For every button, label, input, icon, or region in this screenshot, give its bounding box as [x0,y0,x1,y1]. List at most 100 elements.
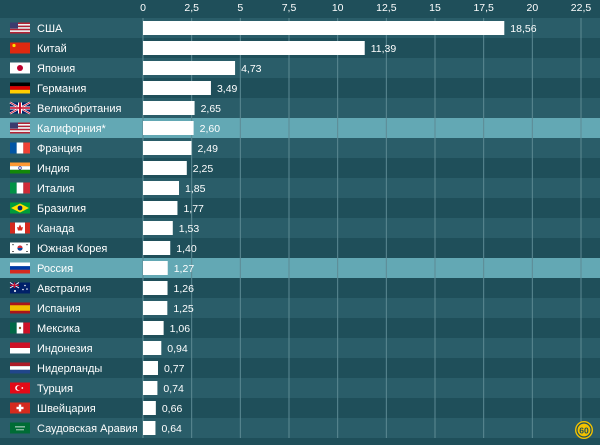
bar [143,281,168,295]
bar [143,381,158,395]
category-label: Швейцария [37,403,96,415]
category-label: Турция [37,383,73,395]
category-label: США [37,23,63,35]
value-label: 2,49 [197,143,218,155]
value-label: 0,94 [167,343,188,355]
flag-id-icon [10,342,30,354]
bar [143,341,162,355]
bar [143,201,178,215]
tick-label: 0 [140,2,146,14]
tick-label: 17,5 [473,2,494,14]
value-label: 11,39 [371,43,397,55]
flag-jp-icon [10,62,30,74]
category-label: Индия [37,163,70,175]
flag-it-icon [10,182,30,194]
logo-text: 60 [579,425,589,435]
value-label: 2,25 [193,163,214,175]
row-background [0,78,600,98]
bar [143,261,168,275]
bar [143,41,365,55]
value-label: 4,73 [241,63,262,75]
category-label: Мексика [37,323,81,335]
bar [143,121,194,135]
value-label: 1,27 [174,263,195,275]
flag-es-icon [10,302,30,314]
flag-de-icon [10,82,30,94]
category-label: Китай [37,43,67,55]
row-background [0,318,600,338]
flag-kr-icon [10,242,30,254]
category-label: Россия [37,263,73,275]
bar [143,221,173,235]
flag-gb-icon [9,101,31,115]
category-label: Великобритания [37,103,122,115]
logo-60-icon: 60 [574,420,594,440]
bar [143,21,505,35]
row-background [0,378,600,398]
bar [143,361,158,375]
flags [9,22,31,434]
bar [143,181,180,195]
value-label: 1,25 [173,303,194,315]
tick-label: 5 [237,2,243,14]
bar [143,161,187,175]
flag-in-icon [10,162,30,174]
bar [143,301,168,315]
value-label: 3,49 [217,83,238,95]
bar [143,61,236,75]
category-label: Калифорния* [37,123,107,135]
category-label: Япония [37,63,75,75]
value-label: 0,77 [164,363,185,375]
flag-tr-icon [10,382,30,394]
category-label: Германия [37,83,86,95]
value-label: 1,40 [176,243,197,255]
value-label: 1,53 [179,223,200,235]
bar [143,401,156,415]
bar [143,101,195,115]
row-background [0,198,600,218]
category-label: Индонезия [37,343,93,355]
row-background [0,298,600,318]
axis-ticks: 0 2,5 5 7,5 10 12,5 15 17,5 20 22,5 [140,2,591,14]
flag-br-icon [10,202,30,214]
tick-label: 2,5 [184,2,199,14]
bar [143,241,171,255]
flag-sa-icon [10,422,30,434]
bar [143,81,211,95]
tick-label: 12,5 [376,2,397,14]
bar [143,421,156,435]
category-label: Южная Корея [37,243,107,255]
flag-au-icon [9,282,30,294]
tick-label: 22,5 [571,2,592,14]
value-labels: 18,56 11,39 4,733,49 2,65 2,60 2,49 2,25 1,85 1,… [161,23,536,435]
category-label: Австралия [37,283,91,295]
value-label: 1,26 [174,283,195,295]
value-label: 2,60 [200,123,221,135]
value-label: 0,74 [163,383,184,395]
category-label: Испания [37,303,81,315]
bar [143,321,164,335]
flag-fr-icon [10,142,30,154]
row-background [0,58,600,78]
row-background [0,258,600,278]
category-label: Саудовская Аравия [37,423,138,435]
flag-ch-icon [10,402,30,414]
row-background [0,138,600,158]
value-label: 1,77 [183,203,204,215]
flag-mx-icon [10,322,30,334]
row-background [0,158,600,178]
flag-cn-icon [10,42,30,54]
category-label: Италия [37,183,75,195]
category-label: Нидерланды [37,363,102,375]
flag-us-icon [10,22,30,34]
value-label: 0,66 [162,403,183,415]
tick-label: 10 [332,2,344,14]
flag-ca-icon [10,222,30,234]
tick-label: 7,5 [282,2,297,14]
flag-us-icon [10,122,30,134]
value-label: 1,85 [185,183,206,195]
value-label: 1,06 [170,323,191,335]
flag-nl-icon [10,362,30,374]
tick-label: 15 [429,2,441,14]
